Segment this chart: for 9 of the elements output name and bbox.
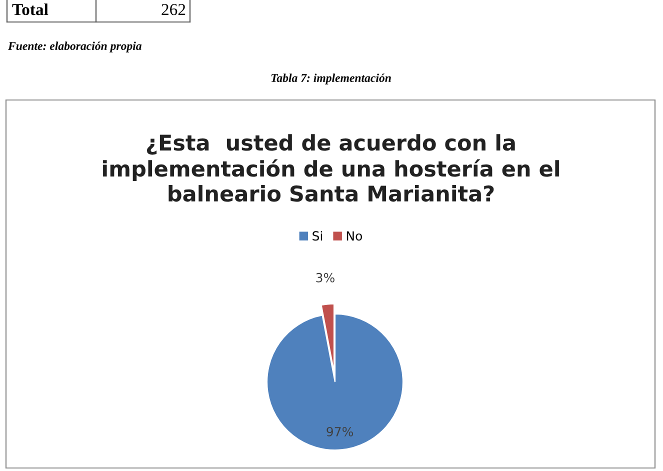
source-note: Fuente: elaboración propia <box>8 42 142 52</box>
chart-title: ¿Esta usted de acuerdo con la implementación de una hostería en el balneario Santa Marianita? <box>103 134 559 202</box>
data-label: 3% <box>316 272 334 282</box>
legend-label: Si <box>312 230 322 241</box>
text: 262 <box>162 4 186 16</box>
text: Total <box>12 3 48 16</box>
data-label: 97% <box>326 426 353 436</box>
text: Tabla 7: implementación <box>271 74 391 84</box>
legend-label: No <box>346 231 362 241</box>
